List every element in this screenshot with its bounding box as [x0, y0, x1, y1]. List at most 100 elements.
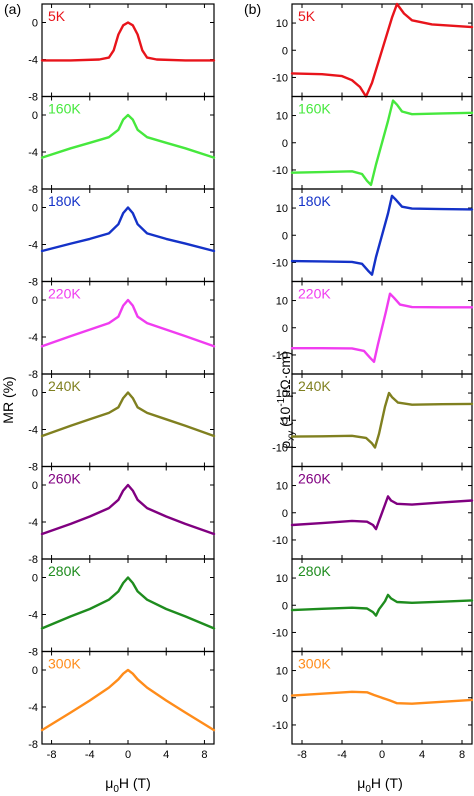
pa-260k-ytick-label: -4 [28, 517, 38, 529]
pa-180k-subplot: 0 -4 -8 180K [28, 188, 216, 289]
panel-b-label: (b) [244, 1, 261, 17]
pb-160k-ytick-label: -10 [272, 165, 288, 177]
pa-300k-subplot: 0 -4 -8 300K [28, 650, 216, 751]
pb-240k-ytick-label: 10 [276, 388, 288, 400]
pb-260k-subplot: 10 0 -10 260K [272, 465, 474, 560]
panel-b-xtick-label: 4 [419, 749, 425, 761]
pb-5k-ytick-label: 0 [282, 45, 288, 57]
panel-a-xtick-label: 4 [163, 749, 169, 761]
pa-280k-ytick-label: -4 [28, 610, 38, 622]
pa-240k-ytick-label: 0 [32, 388, 38, 400]
pb-240k-series-label: 240K [298, 378, 331, 394]
pb-180k-ytick-label: 0 [282, 230, 288, 242]
pb-220k-ytick-label: 0 [282, 323, 288, 335]
ylabel-unit-b: μΩ·cm) [277, 351, 293, 398]
pb-220k-series-line [290, 292, 474, 363]
pa-240k-ytick-label: -4 [28, 425, 38, 437]
pa-280k-subplot: 0 -4 -8 280K [28, 558, 216, 659]
pa-260k-ytick-label: -8 [28, 554, 38, 566]
pb-180k-ytick-label: 10 [276, 203, 288, 215]
pa-240k-ytick-label: -8 [28, 462, 38, 474]
pa-220k-series-label: 220K [48, 286, 81, 302]
pb-260k-ytick-label: 0 [282, 508, 288, 520]
pa-160k-ytick-label: 0 [32, 110, 38, 122]
panel-b-xtick-label: -8 [297, 749, 307, 761]
pb-220k-ytick-label: 10 [276, 296, 288, 308]
pa-5k-subplot: 0 -4 -8 5K [28, 3, 216, 104]
xlabel-a-sub: 0 [113, 784, 119, 795]
pb-240k-ytick-label: 0 [282, 415, 288, 427]
pa-300k-ytick-label: 0 [32, 665, 38, 677]
pa-280k-series-label: 280K [48, 563, 81, 579]
pa-220k-ytick-label: -8 [28, 369, 38, 381]
pb-300k-series-label: 300K [298, 656, 331, 672]
panel-a-xtick-label: -8 [47, 749, 57, 761]
xlabel-a-mu: μ [105, 775, 113, 791]
pa-160k-subplot: 0 -4 -8 160K [28, 95, 216, 196]
pa-220k-ytick-label: -4 [28, 332, 38, 344]
pb-300k-ytick-label: 10 [276, 666, 288, 678]
pb-220k-ytick-label: -10 [272, 350, 288, 362]
pa-280k-ytick-label: -8 [28, 647, 38, 659]
ylabel-rho: ρ [277, 441, 293, 449]
panel-a-xtick-label: 0 [125, 749, 131, 761]
pb-300k-ytick-label: -10 [272, 720, 288, 732]
pa-180k-ytick-label: -4 [28, 240, 38, 252]
panel-b-xtick-label: -4 [337, 749, 347, 761]
pb-5k-ytick-label: -10 [272, 72, 288, 84]
pa-220k-series-line [40, 298, 216, 348]
pa-280k-series-line [40, 576, 216, 630]
pa-5k-ytick-label: -4 [28, 55, 38, 67]
pa-300k-ytick-label: -4 [28, 702, 38, 714]
pa-240k-subplot: 0 -4 -8 240K [28, 373, 216, 474]
pa-180k-ytick-label: -8 [28, 277, 38, 289]
panel-a-ylabel: MR (%) [0, 376, 16, 423]
plots-layer: 0 -4 -8 5K 0 -4 -8 160K 0 -4 -8 180K 0 -4 -8 220K 0 -4 -8 2… [28, 2, 474, 761]
panel-a-xtick-label: -4 [85, 749, 95, 761]
xlabel-b-mu: μ [357, 775, 365, 791]
pb-280k-ytick-label: 0 [282, 600, 288, 612]
pa-300k-series-label: 300K [48, 656, 81, 672]
pb-160k-series-label: 160K [298, 101, 331, 117]
pb-180k-series-label: 180K [298, 193, 331, 209]
pa-260k-subplot: 0 -4 -8 260K [28, 465, 216, 566]
panel-a-ylabel-text: MR (%) [0, 376, 16, 423]
pa-260k-ytick-label: 0 [32, 480, 38, 492]
xlabel-b-sub: 0 [365, 784, 371, 795]
pb-220k-series-label: 220K [298, 286, 331, 302]
pa-5k-series-label: 5K [48, 8, 66, 24]
pa-160k-series-label: 160K [48, 101, 81, 117]
pa-300k-ytick-label: -8 [28, 739, 38, 751]
pb-280k-subplot: 10 0 -10 280K [272, 558, 474, 653]
panel-b-xtick-label: 8 [459, 749, 465, 761]
pa-160k-ytick-label: -4 [28, 147, 38, 159]
panel-a-xlabel: μ0H (T) [105, 775, 151, 795]
ylabel-unit-exp: -1 [276, 397, 287, 406]
pb-160k-ytick-label: 0 [282, 138, 288, 150]
pb-5k-series-line [290, 2, 474, 98]
pa-240k-series-line [40, 391, 216, 438]
pb-5k-ytick-label: 10 [276, 18, 288, 30]
pb-180k-ytick-label: -10 [272, 257, 288, 269]
pb-260k-series-line [290, 495, 474, 531]
panel-b-xlabel: μ0H (T) [357, 775, 403, 795]
pb-300k-series-line [290, 690, 474, 705]
panel-a-label: (a) [4, 1, 21, 17]
pa-260k-series-line [40, 483, 216, 536]
xlabel-b-rest: H (T) [371, 775, 403, 791]
pa-180k-series-line [40, 206, 216, 253]
pb-280k-ytick-label: -10 [272, 627, 288, 639]
pb-300k-subplot: 10 0 -10 300K [272, 650, 474, 745]
pa-300k-series-line [40, 668, 216, 732]
pa-180k-ytick-label: 0 [32, 203, 38, 215]
pb-180k-subplot: 10 0 -10 180K [272, 188, 474, 283]
pb-240k-series-line [290, 391, 474, 449]
pb-280k-ytick-label: 10 [276, 573, 288, 585]
ylabel-unit-a: (10 [277, 406, 293, 430]
pb-5k-series-label: 5K [298, 8, 316, 24]
pb-220k-subplot: 10 0 -10 220K [272, 280, 474, 375]
pa-280k-ytick-label: 0 [32, 573, 38, 585]
pa-5k-frame [41, 3, 215, 98]
pa-5k-series-line [40, 21, 216, 62]
